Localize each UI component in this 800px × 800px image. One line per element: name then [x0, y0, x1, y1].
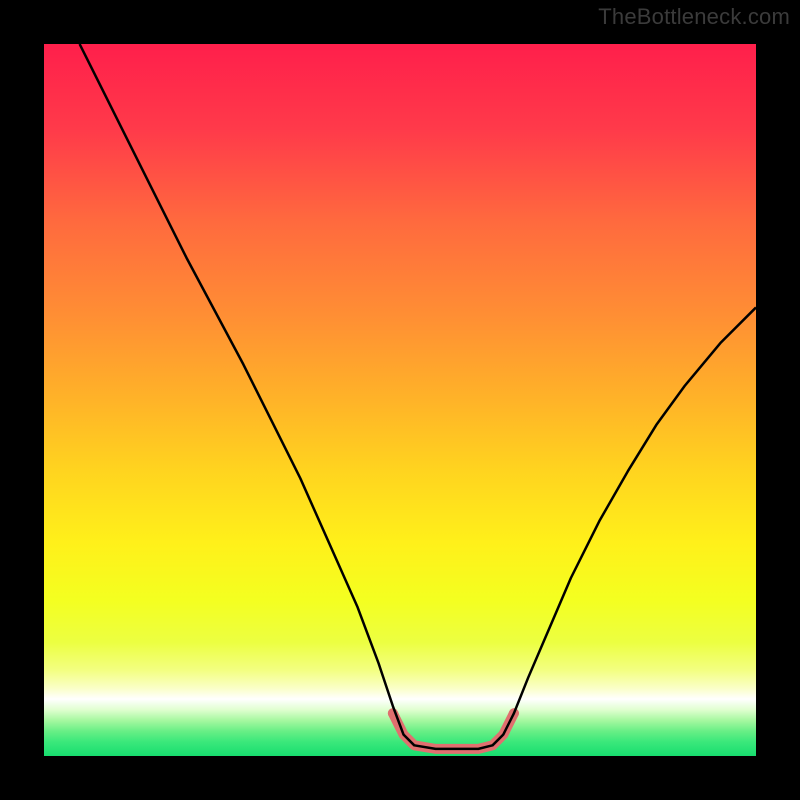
- chart-frame: TheBottleneck.com: [0, 0, 800, 800]
- bottleneck-chart: [0, 0, 800, 800]
- gradient-background: [44, 44, 756, 756]
